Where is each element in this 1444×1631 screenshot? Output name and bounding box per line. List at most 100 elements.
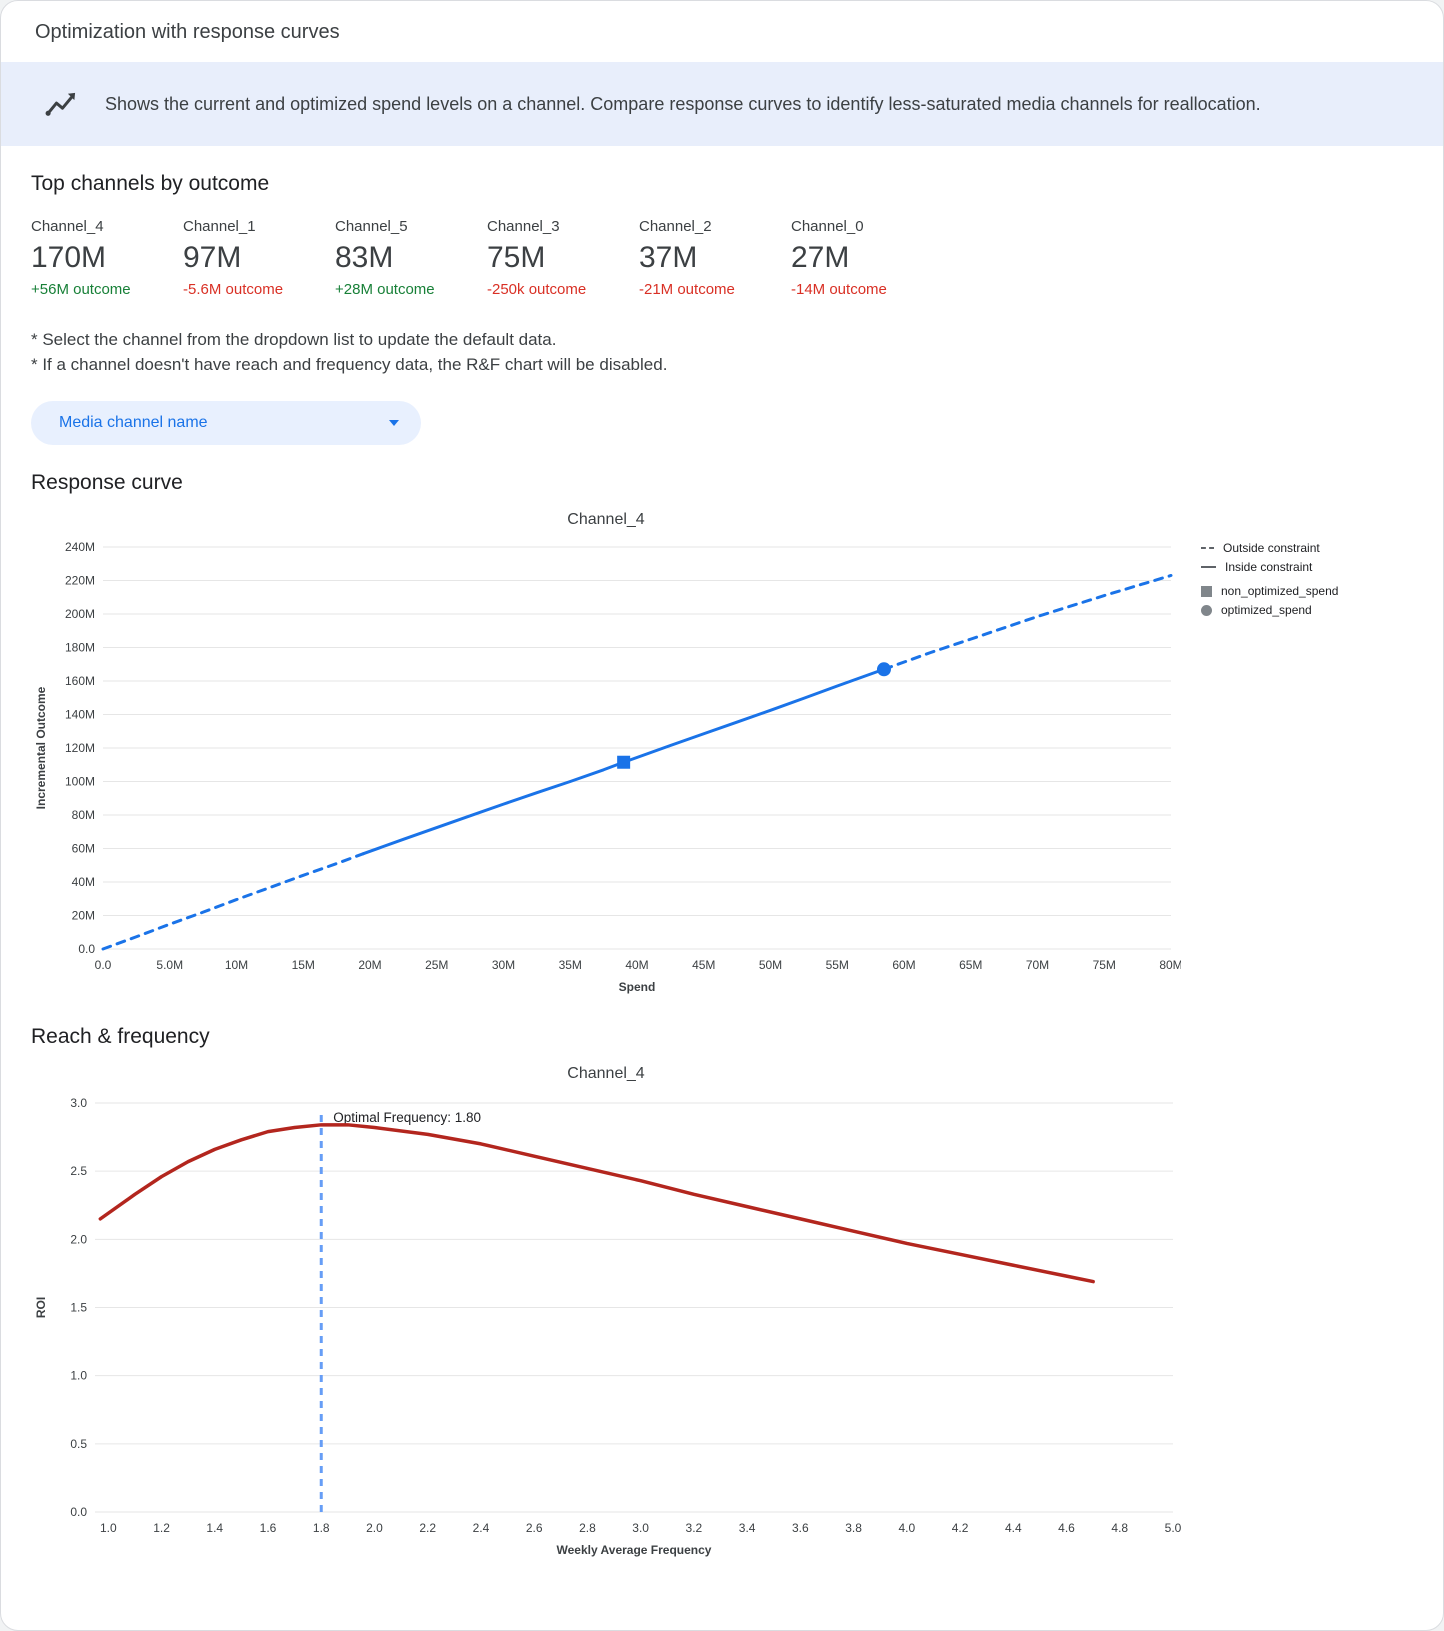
- channel-delta: +28M outcome: [335, 281, 435, 298]
- svg-text:80M: 80M: [72, 808, 95, 822]
- legend-item: Inside constraint: [1201, 560, 1338, 574]
- svg-text:2.0: 2.0: [366, 1521, 383, 1535]
- svg-text:0.0: 0.0: [70, 1505, 87, 1519]
- svg-text:1.6: 1.6: [260, 1521, 277, 1535]
- svg-text:4.6: 4.6: [1058, 1521, 1075, 1535]
- legend-item: optimized_spend: [1201, 603, 1338, 617]
- info-banner: Shows the current and optimized spend le…: [1, 62, 1443, 146]
- svg-text:55M: 55M: [826, 958, 849, 972]
- channel-value: 83M: [335, 241, 394, 274]
- svg-text:Optimal Frequency: 1.80: Optimal Frequency: 1.80: [333, 1110, 481, 1125]
- svg-text:70M: 70M: [1026, 958, 1049, 972]
- channel-name: Channel_2: [639, 218, 712, 235]
- svg-text:1.0: 1.0: [70, 1369, 87, 1383]
- svg-text:1.2: 1.2: [153, 1521, 170, 1535]
- legend-item: Outside constraint: [1201, 541, 1338, 555]
- report-content: Top channels by outcome Channel_4 170M +…: [1, 146, 1443, 1579]
- solid-line-swatch-icon: [1201, 566, 1216, 569]
- dropdown-label: Media channel name: [59, 414, 208, 432]
- svg-text:80M: 80M: [1159, 958, 1181, 972]
- channel-delta: -21M outcome: [639, 281, 735, 298]
- channel-delta: -250k outcome: [487, 281, 587, 298]
- svg-text:0.0: 0.0: [78, 942, 95, 956]
- svg-text:1.4: 1.4: [206, 1521, 223, 1535]
- svg-text:2.2: 2.2: [419, 1521, 436, 1535]
- svg-text:3.0: 3.0: [70, 1096, 87, 1110]
- channel-value: 97M: [183, 241, 242, 274]
- channel-value: 75M: [487, 241, 546, 274]
- legend-label: non_optimized_spend: [1221, 584, 1339, 599]
- svg-text:25M: 25M: [425, 958, 448, 972]
- channel-name: Channel_5: [335, 218, 408, 235]
- square-marker-swatch-icon: [1201, 585, 1212, 597]
- svg-text:3.4: 3.4: [739, 1521, 756, 1535]
- svg-text:1.5: 1.5: [70, 1301, 87, 1315]
- svg-text:ROI: ROI: [34, 1297, 48, 1318]
- reach-frequency-heading: Reach & frequency: [31, 1025, 210, 1049]
- channel-card: Channel_5 83M +28M outcome: [335, 218, 487, 298]
- svg-text:0.0: 0.0: [95, 958, 112, 972]
- channel-card: Channel_2 37M -21M outcome: [639, 218, 791, 298]
- svg-text:3.2: 3.2: [686, 1521, 703, 1535]
- circle-marker-swatch-icon: [1201, 604, 1212, 616]
- legend-label: Outside constraint: [1223, 541, 1320, 556]
- svg-text:4.8: 4.8: [1111, 1521, 1128, 1535]
- legend-label: optimized_spend: [1221, 603, 1312, 618]
- svg-text:4.0: 4.0: [898, 1521, 915, 1535]
- channel-card: Channel_0 27M -14M outcome: [791, 218, 943, 298]
- media-channel-dropdown[interactable]: Media channel name: [31, 401, 421, 446]
- svg-text:2.8: 2.8: [579, 1521, 596, 1535]
- reach-frequency-section: Channel_4 0.0 0.5 1.0 1.5 2.0 2.5 3.0 1.0 1.2 1.4…: [31, 1065, 1413, 1579]
- svg-text:5.0M: 5.0M: [156, 958, 183, 972]
- svg-text:40M: 40M: [72, 875, 95, 889]
- svg-text:140M: 140M: [65, 708, 95, 722]
- svg-text:2.0: 2.0: [70, 1233, 87, 1247]
- response-curve-section: Channel_4 0.0 20M 40M 60M 80M 100M 120M 140M 160…: [31, 511, 1413, 1005]
- page-title: Optimization with response curves: [35, 21, 340, 43]
- svg-text:2.6: 2.6: [526, 1521, 543, 1535]
- response-chart-title: Channel_4: [567, 511, 645, 529]
- svg-text:15M: 15M: [292, 958, 315, 972]
- svg-text:3.6: 3.6: [792, 1521, 809, 1535]
- svg-text:160M: 160M: [65, 674, 95, 688]
- dashed-line-swatch-icon: [1201, 547, 1214, 550]
- svg-text:2.4: 2.4: [473, 1521, 490, 1535]
- svg-text:100M: 100M: [65, 775, 95, 789]
- svg-text:3.8: 3.8: [845, 1521, 862, 1535]
- response-curve-chart: 0.0 20M 40M 60M 80M 100M 120M 140M 160M 180M 200M 2…: [34, 540, 1181, 994]
- svg-text:240M: 240M: [65, 540, 95, 554]
- svg-text:65M: 65M: [959, 958, 982, 972]
- channel-delta: -14M outcome: [791, 281, 887, 298]
- svg-text:2.5: 2.5: [70, 1164, 87, 1178]
- svg-text:120M: 120M: [65, 741, 95, 755]
- svg-text:1.8: 1.8: [313, 1521, 330, 1535]
- trend-line-icon: [43, 86, 79, 122]
- note-line: * Select the channel from the dropdown l…: [31, 330, 557, 349]
- channel-card: Channel_1 97M -5.6M outcome: [183, 218, 335, 298]
- legend-label: Inside constraint: [1225, 560, 1313, 575]
- svg-text:4.2: 4.2: [952, 1521, 969, 1535]
- response-chart-legend: Outside constraint Inside constraint non…: [1201, 541, 1338, 622]
- svg-text:200M: 200M: [65, 607, 95, 621]
- svg-text:4.4: 4.4: [1005, 1521, 1022, 1535]
- channel-name: Channel_1: [183, 218, 256, 235]
- svg-text:35M: 35M: [559, 958, 582, 972]
- svg-text:5.0: 5.0: [1165, 1521, 1181, 1535]
- channel-card: Channel_3 75M -250k outcome: [487, 218, 639, 298]
- channel-value: 27M: [791, 241, 850, 274]
- svg-text:45M: 45M: [692, 958, 715, 972]
- svg-text:20M: 20M: [358, 958, 381, 972]
- channel-card: Channel_4 170M +56M outcome: [31, 218, 183, 298]
- svg-text:Incremental Outcome: Incremental Outcome: [34, 687, 48, 810]
- response-curve-heading: Response curve: [31, 471, 183, 495]
- svg-text:Spend: Spend: [619, 980, 656, 994]
- svg-text:3.0: 3.0: [632, 1521, 649, 1535]
- usage-notes: * Select the channel from the dropdown l…: [31, 328, 1413, 377]
- svg-text:Weekly Average Frequency: Weekly Average Frequency: [557, 1543, 712, 1557]
- svg-text:60M: 60M: [72, 842, 95, 856]
- svg-text:30M: 30M: [492, 958, 515, 972]
- svg-text:0.5: 0.5: [70, 1437, 87, 1451]
- rf-chart-title: Channel_4: [567, 1065, 645, 1083]
- svg-text:180M: 180M: [65, 641, 95, 655]
